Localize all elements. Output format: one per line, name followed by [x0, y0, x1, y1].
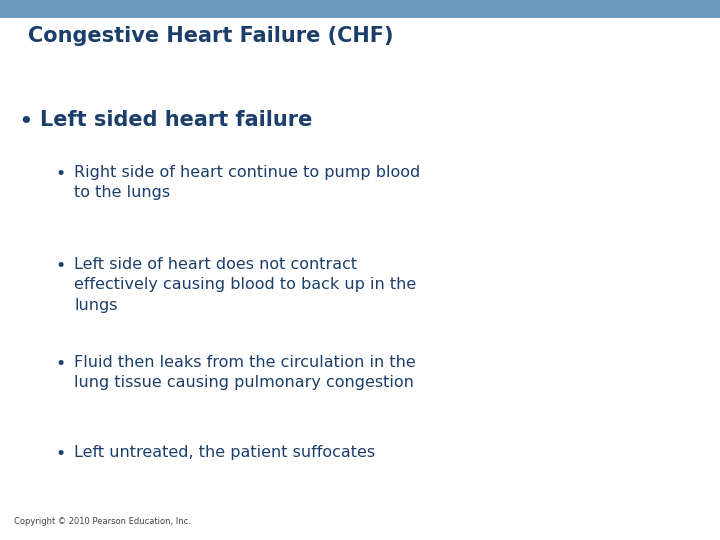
Text: •: •: [55, 355, 66, 373]
Text: Left untreated, the patient suffocates: Left untreated, the patient suffocates: [74, 445, 375, 460]
Text: Congestive Heart Failure (CHF): Congestive Heart Failure (CHF): [28, 26, 394, 46]
Text: Left side of heart does not contract
effectively causing blood to back up in the: Left side of heart does not contract eff…: [74, 257, 416, 313]
Text: Left sided heart failure: Left sided heart failure: [40, 110, 312, 130]
Text: •: •: [18, 110, 32, 134]
Bar: [0, 0, 720, 18]
Text: Fluid then leaks from the circulation in the
lung tissue causing pulmonary conge: Fluid then leaks from the circulation in…: [74, 355, 415, 390]
Text: Copyright © 2010 Pearson Education, Inc.: Copyright © 2010 Pearson Education, Inc.: [14, 517, 191, 526]
Text: •: •: [55, 445, 66, 463]
Text: •: •: [55, 165, 66, 183]
Text: •: •: [55, 257, 66, 275]
Text: Right side of heart continue to pump blood
to the lungs: Right side of heart continue to pump blo…: [74, 165, 420, 200]
